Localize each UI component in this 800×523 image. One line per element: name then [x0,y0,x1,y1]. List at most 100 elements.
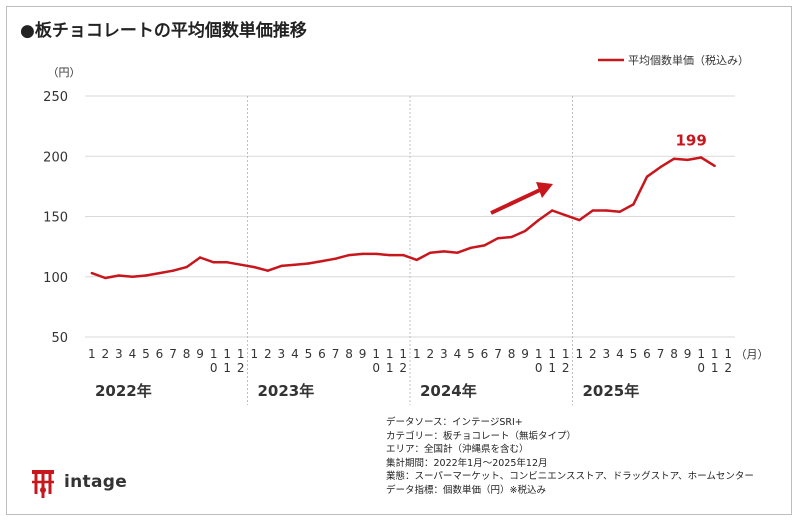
data-point [442,250,446,253]
intage-logo-icon [32,470,54,498]
x-axis-label: （月） [736,348,769,361]
x-tick-labels: 1 2 3 4 5 6 7 8 9 1 01 11 21 2 3 4 5 6 7 8 9 1 01 11 21 2 3 4 5 6 7 8 9 1… [88,347,769,375]
x-tick-label: 4 [454,347,462,361]
year-label: 2025年 [583,382,640,400]
data-point [496,237,500,240]
data-point [578,218,581,222]
data-point [483,244,486,247]
x-tick-label: 2 [264,347,272,361]
data-point [158,271,161,275]
data-point [632,203,635,206]
source-line: 業態：スーパーマーケット、コンビニエンスストア、ドラッグストア、ホームセンター [386,471,754,483]
x-tick-label: 2 [426,347,434,361]
x-tick-label: 6 [318,347,326,361]
data-point [144,274,148,277]
data-point [523,229,527,233]
y-tick-label: 200 [43,150,68,165]
chart-frame [6,6,792,515]
data-point [429,251,432,254]
data-point [456,251,459,254]
y-axis-label: （円） [48,66,81,79]
y-tick-label: 50 [51,331,68,346]
x-tick-label: 7 [332,347,340,361]
x-tick-label: 1 [413,347,421,361]
x-tick-label: 6 [481,347,489,361]
data-point [90,271,94,275]
data-point [510,235,513,239]
x-tick-label: 8 [508,347,516,361]
data-point [686,158,689,162]
x-tick-label: 1 [575,347,583,361]
data-point [131,275,134,278]
year-label: 2023年 [258,382,315,400]
source-line: データソース：インテージSRI+ [386,417,523,428]
trend-arrow-head [536,182,553,198]
data-point [334,257,337,260]
x-tick-label: 5 [305,347,313,361]
data-point [645,175,649,178]
data-point [564,214,567,217]
data-point [659,165,662,169]
data-point [253,265,256,269]
data-point [320,259,324,263]
data-point [374,252,378,256]
data-point [117,274,121,277]
y-tick-labels: 50 100 150 200 250 （円） [43,66,80,346]
year-labels: 2022年 2023年 2024年 2025年 [95,382,639,400]
x-tick-label: 1 [250,347,258,361]
data-point [537,218,540,222]
trend-arrow-shaft [490,188,541,215]
y-tick-label: 250 [43,90,68,105]
x-tick-label: 6 [643,347,651,361]
x-tick-label: 7 [169,347,177,361]
data-point [415,258,418,262]
source-notes: データソース：インテージSRI+ カテゴリー：板チョコレート（無垢タイプ） エリ… [386,416,754,498]
x-tick-label: 2 [101,347,109,361]
x-tick-label: 5 [467,347,475,361]
data-point [212,261,215,264]
x-tick-label: 3 [603,347,611,361]
data-point [469,246,473,249]
data-point [226,261,229,264]
data-point [361,252,364,256]
series-layer: 199 [90,131,716,280]
data-point [713,164,716,168]
data-point [171,269,175,272]
year-dividers [247,96,573,405]
x-tick-label: 6 [156,347,164,361]
data-point [402,253,405,257]
data-point [605,209,608,212]
x-tick-label: 3 [440,347,448,361]
data-point [347,253,351,257]
y-tick-label: 100 [43,271,68,286]
x-tick-label: 5 [630,347,638,361]
data-point [591,209,594,212]
x-tick-label: 9 [359,347,367,361]
data-point [239,263,242,266]
x-tick-label: 5 [142,347,150,361]
data-point [672,157,676,160]
year-label: 2022年 [95,382,152,400]
source-line: エリア：全国計（沖縄県を含む） [386,444,529,456]
source-line: 集計期間：2022年1月～2025年12月 [386,457,548,469]
year-label: 2024年 [420,382,477,400]
data-point [293,263,297,266]
data-point [551,209,554,212]
source-line: データ指標：個数単価（円）※税込み [386,484,546,496]
x-tick-label: 3 [115,347,123,361]
x-tick-label: 7 [657,347,665,361]
data-point [280,264,283,268]
y-tick-label: 150 [43,211,68,226]
data-point [198,256,202,259]
data-label: 199 [675,131,706,149]
x-tick-label: 4 [616,347,624,361]
